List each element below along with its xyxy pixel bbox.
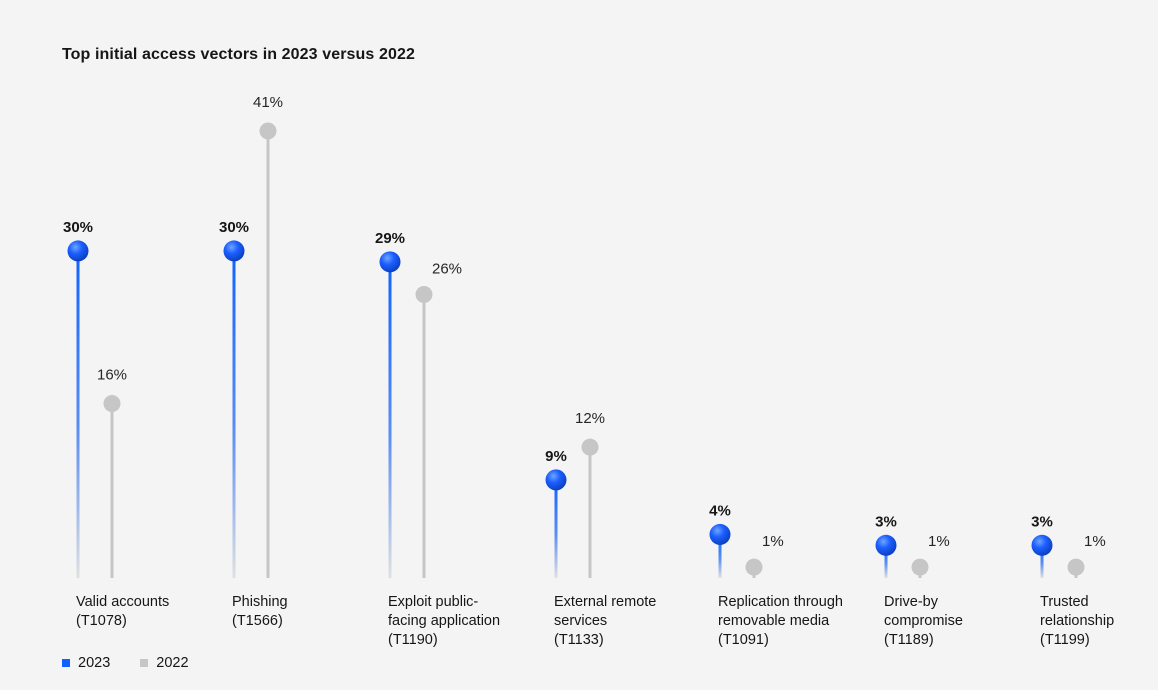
- point-2022: [103, 395, 121, 413]
- stem-2023: [232, 250, 236, 579]
- data-label-2022: 1%: [1084, 533, 1106, 550]
- stem-2023: [1040, 545, 1044, 578]
- stem-2022: [110, 403, 114, 578]
- stem-2022: [588, 447, 592, 578]
- legend-label-2022: 2022: [156, 655, 189, 671]
- data-label-2022: 16%: [97, 367, 127, 384]
- category-label: Valid accounts (T1078): [76, 594, 170, 629]
- stem-2022: [266, 131, 270, 578]
- legend-item-2022: 2022: [140, 655, 189, 671]
- point-2022: [1067, 558, 1085, 576]
- chart-title: Top initial access vectors in 2023 versu…: [62, 46, 415, 63]
- data-label-2023: 9%: [545, 448, 567, 465]
- point-2023: [379, 251, 401, 273]
- category-label: Drive-by compromise (T1189): [884, 594, 963, 648]
- legend-swatch-2023: [62, 659, 70, 667]
- data-label-2023: 30%: [219, 219, 249, 236]
- point-2023: [1031, 534, 1053, 556]
- data-label-2023: 30%: [63, 219, 93, 236]
- point-2023: [223, 240, 245, 262]
- point-2023: [67, 240, 89, 262]
- data-label-2022: 1%: [762, 533, 784, 550]
- stem-2023: [388, 261, 392, 578]
- stem-2022: [422, 294, 426, 578]
- category-label: Trusted relationship (T1199): [1040, 594, 1115, 648]
- point-2023: [545, 469, 567, 491]
- stem-2023: [718, 534, 722, 578]
- point-2022: [745, 558, 763, 576]
- data-label-2023: 29%: [375, 230, 405, 247]
- data-label-2023: 4%: [709, 502, 731, 519]
- stem-2023: [884, 545, 888, 578]
- category-label: Replication through removable media (T10…: [718, 594, 843, 648]
- stem-2023: [554, 479, 558, 578]
- data-label-2022: 12%: [575, 410, 605, 427]
- category-label: Phishing (T1566): [232, 594, 288, 629]
- point-2022: [259, 122, 277, 140]
- category-label: Exploit public- facing application (T119…: [388, 594, 501, 648]
- legend: 2023 2022: [62, 655, 189, 671]
- stem-2023: [76, 250, 80, 579]
- data-label-2023: 3%: [875, 513, 897, 530]
- legend-item-2023: 2023: [62, 655, 110, 671]
- data-label-2022: 26%: [432, 261, 462, 278]
- point-2022: [581, 438, 599, 456]
- legend-label-2023: 2023: [78, 655, 111, 671]
- category-label: External remote services (T1133): [554, 594, 657, 648]
- point-2023: [875, 534, 897, 556]
- data-label-2022: 41%: [253, 94, 283, 111]
- data-label-2022: 1%: [928, 533, 950, 550]
- point-2023: [709, 523, 731, 545]
- point-2022: [911, 558, 929, 576]
- legend-swatch-2022: [140, 659, 149, 667]
- data-label-2023: 3%: [1031, 513, 1053, 530]
- point-2022: [415, 286, 433, 304]
